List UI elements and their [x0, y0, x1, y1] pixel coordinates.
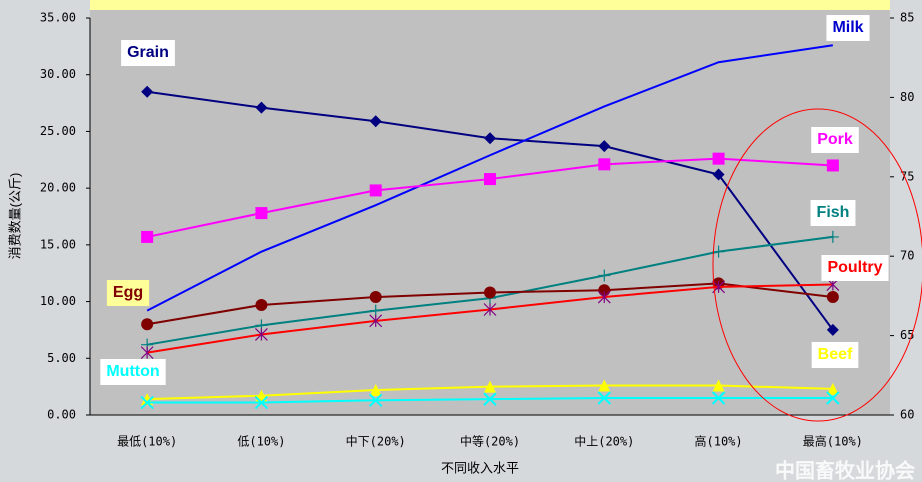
x-tick-label: 中上(20%) — [574, 434, 634, 449]
marker — [826, 382, 839, 395]
marker — [369, 314, 383, 328]
series-label-box — [100, 359, 166, 385]
series-label-text: Mutton — [106, 363, 159, 380]
y-tick-label: 20.00 — [40, 181, 76, 195]
y-axis-title: 消费数量(公斤) — [7, 173, 22, 260]
marker — [140, 395, 154, 410]
marker — [255, 298, 268, 311]
series-label: Egg — [106, 280, 150, 306]
marker — [712, 152, 725, 165]
x-tick-label: 中等(20%) — [460, 434, 520, 449]
marker — [826, 230, 839, 243]
series-label: Grain — [121, 40, 175, 66]
series-label-text: Poultry — [827, 259, 882, 276]
marker — [826, 291, 839, 304]
x-tick-label: 高(10%) — [695, 434, 743, 449]
plot-area — [90, 10, 890, 415]
marker — [597, 391, 611, 405]
series-label: Milk — [826, 15, 870, 41]
y2-tick-label: 80 — [900, 90, 914, 104]
series-label: Pork — [811, 127, 859, 153]
y2-tick-label: 85 — [900, 11, 914, 25]
series-label: Poultry — [821, 255, 889, 281]
series-label-box — [826, 15, 870, 41]
y2-tick-label: 60 — [900, 408, 914, 422]
series-label: Mutton — [100, 359, 166, 385]
series-label-box — [821, 255, 889, 281]
y-tick-label: 10.00 — [40, 294, 76, 308]
marker — [369, 393, 383, 407]
marker — [711, 391, 726, 405]
marker — [598, 140, 611, 153]
marker — [826, 391, 840, 405]
marker — [255, 101, 268, 114]
x-tick-label: 低(10%) — [237, 435, 285, 449]
x-tick-label: 中下(20%) — [346, 434, 406, 449]
marker — [712, 245, 725, 258]
marker — [712, 168, 725, 181]
marker — [598, 379, 611, 392]
y-tick-label: 0.00 — [47, 408, 76, 422]
marker — [255, 328, 268, 341]
series-label-box — [121, 40, 175, 66]
top-strip — [90, 0, 890, 10]
y-tick-label: 15.00 — [40, 237, 76, 251]
series-label: Beef — [811, 342, 859, 368]
marker — [369, 115, 382, 128]
y2-tick-label: 75 — [900, 169, 914, 183]
marker — [254, 395, 269, 410]
marker — [369, 304, 382, 317]
y-tick-label: 35.00 — [40, 11, 76, 25]
x-tick-label: 最低(10%) — [117, 435, 177, 449]
series-label-text: Milk — [832, 19, 863, 36]
series-label-box — [811, 127, 859, 153]
marker — [483, 392, 497, 406]
y-tick-label: 5.00 — [47, 351, 76, 365]
marker — [598, 158, 611, 171]
series-label-text: Fish — [817, 204, 850, 221]
x-tick-label: 最高(10%) — [803, 434, 863, 449]
x-axis-title: 不同收入水平 — [441, 460, 519, 475]
marker — [141, 85, 154, 98]
series-label-text: Egg — [113, 284, 143, 301]
marker — [598, 269, 611, 282]
marker — [369, 291, 382, 304]
series-label-text: Pork — [817, 131, 853, 148]
series-label-text: Grain — [127, 44, 169, 61]
marker — [484, 132, 496, 145]
highlight-ellipse — [712, 108, 922, 422]
marker — [483, 303, 497, 316]
marker — [141, 230, 154, 243]
y-tick-label: 30.00 — [40, 67, 76, 81]
marker — [826, 323, 839, 336]
series-line — [146, 44, 834, 312]
series-label-box — [811, 342, 859, 368]
series-label-box — [106, 280, 150, 306]
marker — [826, 159, 839, 172]
marker — [712, 379, 725, 392]
marker — [484, 286, 496, 299]
y-tick-label: 25.00 — [40, 124, 76, 138]
marker — [141, 318, 154, 331]
series-label-box — [810, 200, 856, 226]
marker — [484, 173, 496, 186]
marker — [369, 384, 382, 397]
watermark: 中国畜牧业协会 — [775, 458, 915, 482]
marker — [255, 207, 268, 220]
series-label-text: Beef — [818, 346, 853, 363]
marker — [484, 380, 496, 393]
marker — [597, 290, 611, 304]
marker — [140, 346, 154, 360]
marker — [369, 184, 382, 197]
y2-tick-label: 70 — [900, 249, 914, 263]
series-label: Fish — [810, 200, 856, 226]
